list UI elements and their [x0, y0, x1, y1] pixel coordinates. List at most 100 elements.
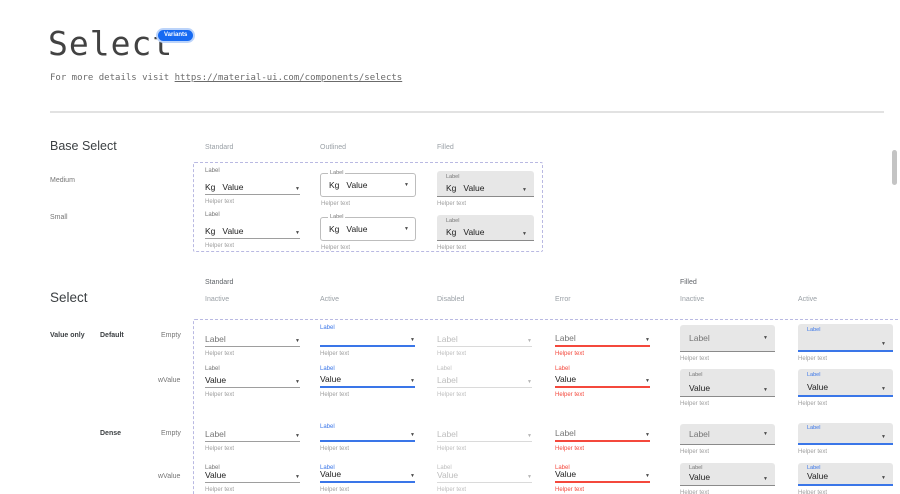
float-label-placeholder: [205, 324, 300, 333]
select-standard-inactive-wvalue[interactable]: Label Value ▼ Helper text: [205, 365, 300, 399]
base-row-medium: Medium: [50, 177, 75, 184]
select-dense-standard-disabled-wvalue[interactable]: Label Value ▼ Helper text: [437, 464, 532, 494]
select-float-label: Label: [807, 327, 821, 333]
select-filled-inactive-wvalue[interactable]: Label Value ▼ Helper text: [680, 369, 775, 408]
select-dense-standard-error-empty[interactable]: Label ▼ Helper text: [555, 423, 650, 453]
select-float-label: Label: [437, 465, 452, 471]
state-standard-disabled: Disabled: [437, 296, 465, 303]
header-divider: [50, 111, 884, 113]
select-helper-text: Helper text: [437, 446, 467, 452]
filled-box: Label ▼: [680, 424, 775, 445]
select-float-label: Label: [437, 366, 452, 372]
select-dense-standard-inactive-wvalue[interactable]: Label Value ▼ Helper text: [205, 464, 300, 494]
base-row-small: Small: [50, 214, 68, 221]
select-helper-text: Helper text: [798, 401, 828, 407]
select-filled-active-wvalue[interactable]: Label Value ▼ Helper text: [798, 369, 893, 408]
select-dense-filled-inactive-empty[interactable]: Label ▼ Helper text: [680, 424, 775, 456]
select-standard-active-wvalue[interactable]: Label Value ▼ Helper text: [320, 365, 415, 399]
base-standard-small-select[interactable]: Label Kg Value ▼ Helper text: [205, 211, 300, 250]
select-helper-text: Helper text: [205, 243, 235, 249]
select-helper-text: Helper text: [320, 446, 350, 452]
select-label: Label: [437, 429, 458, 439]
base-filled-medium-select[interactable]: Label Kg Value ▼ Helper text: [437, 171, 534, 208]
select-float-label: Label: [328, 170, 346, 177]
select-value: Value: [346, 224, 368, 234]
select-label: Label: [437, 334, 458, 344]
select-standard-disabled-empty[interactable]: Label ▼ Helper text: [437, 324, 532, 358]
base-standard-medium-select[interactable]: Label Kg Value ▼ Helper text: [205, 167, 300, 206]
base-filled-small-select[interactable]: Label Kg Value ▼ Helper text: [437, 215, 534, 252]
dropdown-arrow-icon: ▼: [763, 476, 768, 482]
dropdown-arrow-icon: ▼: [645, 378, 650, 384]
select-helper-text: Helper text: [555, 392, 585, 398]
row-group-value-only: Value only: [50, 332, 85, 339]
select-dense-filled-active-wvalue[interactable]: Label Value ▼ Helper text: [798, 463, 893, 494]
float-label-placeholder: [555, 324, 650, 333]
state-standard-inactive: Inactive: [205, 296, 230, 303]
select-dense-standard-error-wvalue[interactable]: Label Value ▼ Helper text: [555, 464, 650, 494]
select-standard-active-empty[interactable]: Label ▼ Helper text: [320, 324, 415, 358]
dropdown-arrow-icon: ▼: [295, 474, 300, 480]
dropdown-arrow-icon: ▼: [522, 231, 527, 237]
dropdown-arrow-icon: ▼: [404, 182, 409, 188]
select-standard-disabled-wvalue[interactable]: Label Label ▼ Helper text: [437, 365, 532, 399]
select-value: Value: [689, 472, 711, 482]
outlined-box: Label Kg Value ▼: [320, 214, 416, 241]
dropdown-arrow-icon: ▼: [295, 186, 300, 192]
dropdown-arrow-icon: ▼: [295, 379, 300, 385]
select-float-label: Label: [689, 465, 703, 471]
row-default-empty: Empty: [161, 332, 181, 339]
select-helper-text: Helper text: [437, 487, 467, 493]
dropdown-arrow-icon: ▼: [763, 431, 768, 437]
select-component-frame: [193, 319, 900, 494]
row-dense-empty: Empty: [161, 430, 181, 437]
select-grid-title: Select: [50, 290, 88, 305]
select-standard-inactive-empty[interactable]: Label ▼ Helper text: [205, 324, 300, 358]
filled-box: Label Kg Value ▼: [437, 171, 534, 197]
select-helper-text: Helper text: [680, 449, 710, 455]
base-outlined-medium-select[interactable]: Label Kg Value ▼ Helper text: [320, 170, 416, 208]
dropdown-arrow-icon: ▼: [410, 432, 415, 438]
base-outlined-small-select[interactable]: Label Kg Value ▼ Helper text: [320, 214, 416, 252]
select-label: Label: [555, 333, 576, 343]
base-select-title: Base Select: [50, 139, 117, 153]
select-value: Value: [320, 374, 342, 384]
select-float-label: Label: [320, 424, 335, 430]
filled-box: Label Value ▼: [680, 463, 775, 486]
intro-text: For more details visit https://material-…: [50, 73, 402, 83]
group-filled: Filled: [680, 279, 697, 286]
select-dense-filled-inactive-wvalue[interactable]: Label Value ▼ Helper text: [680, 463, 775, 494]
select-adornment: Kg: [446, 183, 457, 193]
select-float-label: Label: [205, 212, 220, 218]
dropdown-arrow-icon: ▼: [295, 230, 300, 236]
dropdown-arrow-icon: ▼: [645, 473, 650, 479]
select-filled-inactive-empty[interactable]: Label ▼ Helper text: [680, 325, 775, 363]
outlined-box: Label Kg Value ▼: [320, 170, 416, 197]
select-dense-standard-inactive-empty[interactable]: Label ▼ Helper text: [205, 423, 300, 453]
select-value: Value: [807, 382, 829, 392]
select-helper-text: Helper text: [798, 449, 828, 455]
select-dense-filled-active-empty[interactable]: Label ▼ Helper text: [798, 423, 893, 456]
vertical-scrollbar-thumb[interactable]: [892, 150, 897, 185]
base-col-outlined: Outlined: [320, 144, 347, 151]
state-standard-error: Error: [555, 296, 571, 303]
dropdown-arrow-icon: ▼: [295, 338, 300, 344]
select-float-label: Label: [320, 325, 335, 331]
dropdown-arrow-icon: ▼: [410, 337, 415, 343]
select-float-label: Label: [807, 465, 821, 471]
select-standard-error-empty[interactable]: Label ▼ Helper text: [555, 324, 650, 358]
select-helper-text: Helper text: [320, 487, 350, 493]
select-label: Label: [689, 429, 710, 439]
filled-box: Label Value ▼: [798, 369, 893, 397]
select-standard-error-wvalue[interactable]: Label Value ▼ Helper text: [555, 365, 650, 399]
select-dense-standard-active-wvalue[interactable]: Label Value ▼ Helper text: [320, 464, 415, 494]
row-group-default: Default: [100, 332, 124, 339]
base-select-component-frame: [193, 162, 543, 252]
select-dense-standard-active-empty[interactable]: Label ▼ Helper text: [320, 423, 415, 453]
select-dense-standard-disabled-empty[interactable]: Label ▼ Helper text: [437, 423, 532, 453]
select-adornment: Kg: [446, 227, 457, 237]
select-float-label: Label: [446, 174, 460, 180]
material-ui-link[interactable]: https://material-ui.com/components/selec…: [174, 73, 403, 83]
select-filled-active-empty[interactable]: Label ▼ Helper text: [798, 324, 893, 363]
group-standard: Standard: [205, 279, 234, 286]
